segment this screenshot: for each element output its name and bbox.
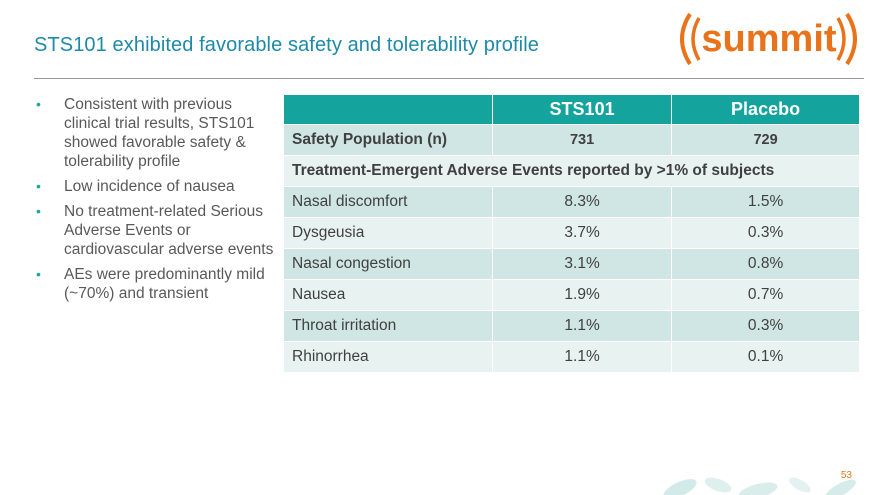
event-sts101: 3.1% xyxy=(492,249,672,280)
section-header-row: Treatment-Emergent Adverse Events report… xyxy=(284,156,859,187)
page-number: 53 xyxy=(840,470,852,481)
adverse-events-table: STS101 Placebo Safety Population (n) 731… xyxy=(284,95,859,373)
table-row: Throat irritation 1.1% 0.3% xyxy=(284,311,859,342)
event-name: Nausea xyxy=(284,280,492,311)
header-sts101: STS101 xyxy=(492,95,672,125)
logo-wordmark: summit xyxy=(701,18,836,60)
logo-left-arc-inner xyxy=(691,17,701,61)
logo-right-arc-outer xyxy=(845,12,857,66)
section-label: Treatment-Emergent Adverse Events report… xyxy=(284,156,859,187)
bullet-dot-icon: • xyxy=(36,266,41,282)
bullet-list: • Consistent with previous clinical trial… xyxy=(34,95,274,309)
slide-title: STS101 exhibited favorable safety and to… xyxy=(34,34,539,56)
header-blank xyxy=(284,95,492,125)
table-row: Dysgeusia 3.7% 0.3% xyxy=(284,218,859,249)
table-row: Rhinorrhea 1.1% 0.1% xyxy=(284,342,859,373)
table-row: Nausea 1.9% 0.7% xyxy=(284,280,859,311)
event-placebo: 0.3% xyxy=(671,218,859,249)
event-placebo: 0.3% xyxy=(671,311,859,342)
event-name: Nasal congestion xyxy=(284,249,492,280)
bullet-dot-icon: • xyxy=(36,96,41,112)
event-sts101: 8.3% xyxy=(492,187,672,218)
population-placebo: 729 xyxy=(671,125,859,156)
population-sts101: 731 xyxy=(492,125,672,156)
bullet-dot-icon: • xyxy=(36,203,41,219)
table-header-row: STS101 Placebo xyxy=(284,95,859,125)
bullet-item: • No treatment-related Serious Adverse Ev… xyxy=(36,203,274,258)
bullet-item: • Low incidence of nausea xyxy=(36,178,235,195)
decorative-leaves xyxy=(663,477,856,495)
title-divider xyxy=(34,78,864,79)
bullet-item: • Consistent with previous clinical trial… xyxy=(36,96,255,170)
event-sts101: 1.9% xyxy=(492,280,672,311)
event-placebo: 0.1% xyxy=(671,342,859,373)
population-label: Safety Population (n) xyxy=(284,125,492,156)
event-sts101: 1.1% xyxy=(492,342,672,373)
event-sts101: 3.7% xyxy=(492,218,672,249)
logo-right-arc-inner xyxy=(836,17,846,61)
bullet-dot-icon: • xyxy=(36,178,41,194)
event-name: Rhinorrhea xyxy=(284,342,492,373)
header-placebo: Placebo xyxy=(671,95,859,125)
event-placebo: 1.5% xyxy=(671,187,859,218)
table-row: Nasal congestion 3.1% 0.8% xyxy=(284,249,859,280)
logo-left-arc-outer xyxy=(680,12,692,66)
bullet-item: • AEs were predominantly mild (~70%) and … xyxy=(36,266,265,302)
event-name: Nasal discomfort xyxy=(284,187,492,218)
event-placebo: 0.7% xyxy=(671,280,859,311)
summit-logo: summit xyxy=(680,12,857,66)
event-sts101: 1.1% xyxy=(492,311,672,342)
event-name: Dysgeusia xyxy=(284,218,492,249)
table-row: Nasal discomfort 8.3% 1.5% xyxy=(284,187,859,218)
population-row: Safety Population (n) 731 729 xyxy=(284,125,859,156)
event-name: Throat irritation xyxy=(284,311,492,342)
event-placebo: 0.8% xyxy=(671,249,859,280)
